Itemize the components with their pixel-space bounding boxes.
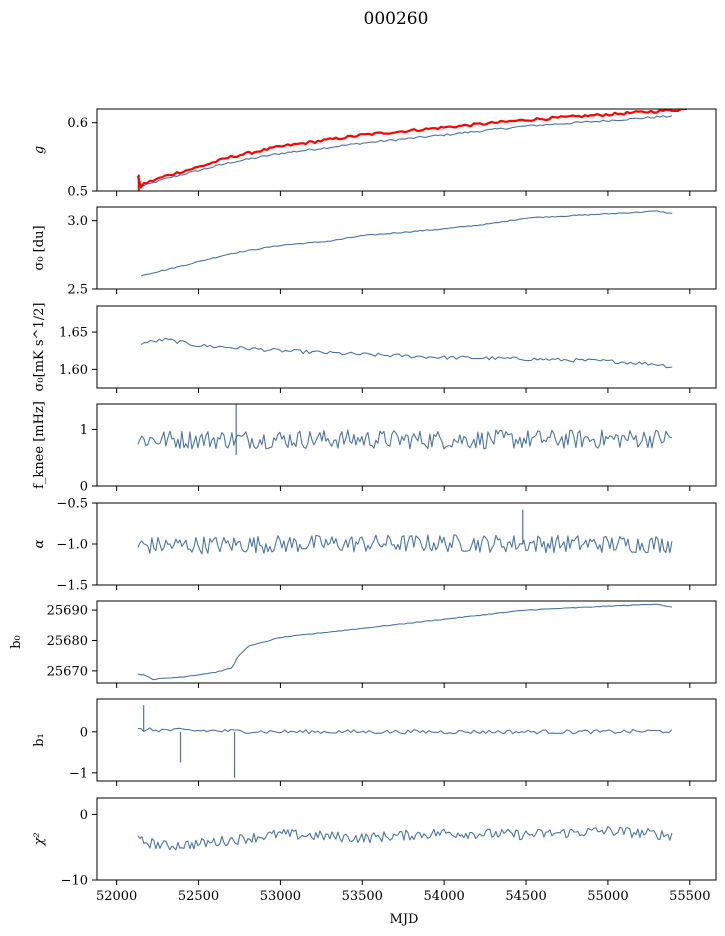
series-b1 bbox=[137, 727, 673, 735]
ytick-label-b0-0: 25670 bbox=[47, 664, 88, 679]
panel-b0: 25670 25680 25690 b₀ bbox=[9, 600, 717, 688]
series-sigma0_mk bbox=[140, 337, 673, 369]
series-alpha bbox=[137, 534, 673, 555]
ytick-label-g-1: 0.6 bbox=[67, 116, 88, 131]
panel-frame-sigma0_mk bbox=[96, 305, 717, 389]
ytick-label-fknee-1: 1 bbox=[80, 423, 88, 438]
panel-frame-b0 bbox=[96, 600, 717, 684]
figure-title: 000260 bbox=[364, 9, 429, 29]
ytick-label-b1-0: −1 bbox=[69, 766, 88, 781]
series-sigma0 bbox=[141, 210, 673, 277]
ylabel-b0: b₀ bbox=[9, 635, 24, 649]
ytick-label-sigma0_du-0: 2.5 bbox=[67, 283, 88, 298]
series-g_reference bbox=[136, 109, 688, 189]
ytick-label-b1-1: 0 bbox=[80, 725, 88, 740]
panel-frame-chi2 bbox=[96, 797, 717, 881]
ylabel-g: g bbox=[32, 146, 47, 154]
x-axis-label: MJD bbox=[390, 912, 419, 927]
panel-sigma0_du: 2.5 3.0 σ₀ [du] bbox=[32, 206, 717, 298]
xtick-label-1: 52500 bbox=[178, 889, 219, 904]
panel-fknee: 0 1 f_knee [mHz] bbox=[32, 401, 717, 495]
xtick-label-3: 53500 bbox=[342, 889, 383, 904]
series-fknee bbox=[137, 429, 672, 450]
panel-frame-b1 bbox=[96, 698, 717, 782]
ytick-label-b0-1: 25680 bbox=[47, 634, 88, 649]
ytick-label-sigma0_mk-1: 1.65 bbox=[59, 326, 88, 341]
ylabel-chi2: χ² bbox=[32, 832, 47, 846]
xtick-label-6: 55000 bbox=[587, 889, 628, 904]
series-g bbox=[137, 115, 673, 187]
ytick-label-alpha-0: −1.5 bbox=[56, 579, 88, 594]
xtick-label-2: 53000 bbox=[260, 889, 301, 904]
ytick-label-alpha-2: −0.5 bbox=[56, 497, 88, 512]
panel-chi2: −10 0 52000 52500 53000 53500 54000 54500 55000 5… bbox=[32, 797, 717, 904]
panel-g: 0.5 0.6 g bbox=[32, 108, 717, 200]
ytick-label-sigma0_du-1: 3.0 bbox=[67, 214, 88, 229]
ytick-label-sigma0_mk-0: 1.60 bbox=[59, 363, 88, 378]
ytick-label-chi2-0: −10 bbox=[61, 874, 88, 889]
panel-b1: −1 0 b₁ bbox=[32, 698, 717, 786]
panels: 0.5 0.6 g 2.5 3.0 σ₀ [du] 1.60 1.65 σ₀[mK s^1/2]… bbox=[9, 108, 717, 904]
xtick-label-4: 54000 bbox=[423, 889, 464, 904]
panel-alpha: −1.5 −1.0 −0.5 α bbox=[32, 497, 717, 594]
ytick-label-b0-2: 25690 bbox=[47, 604, 88, 619]
panel-frame-alpha bbox=[96, 502, 717, 586]
panel-sigma0_mk: 1.60 1.65 σ₀[mK s^1/2] bbox=[32, 303, 717, 393]
ylabel-alpha: α bbox=[32, 539, 47, 548]
ytick-label-fknee-0: 0 bbox=[80, 480, 88, 495]
ylabel-b1: b₁ bbox=[32, 733, 47, 747]
xtick-label-7: 55500 bbox=[669, 889, 710, 904]
ylabel-sigma0_mk: σ₀[mK s^1/2] bbox=[32, 303, 47, 392]
ytick-label-g-0: 0.5 bbox=[67, 185, 88, 200]
xtick-label-0: 52000 bbox=[96, 889, 137, 904]
ytick-label-alpha-1: −1.0 bbox=[56, 538, 88, 553]
panel-frame-sigma0_du bbox=[96, 206, 717, 290]
ylabel-sigma0_du: σ₀ [du] bbox=[32, 225, 47, 270]
panel-frame-fknee bbox=[96, 403, 717, 487]
ylabel-fknee: f_knee [mHz] bbox=[32, 401, 47, 489]
series-chi2 bbox=[137, 826, 673, 851]
ytick-label-chi2-1: 0 bbox=[80, 808, 88, 823]
series-b0 bbox=[137, 603, 673, 681]
xtick-label-5: 54500 bbox=[505, 889, 546, 904]
panel-frame-g bbox=[96, 108, 717, 192]
